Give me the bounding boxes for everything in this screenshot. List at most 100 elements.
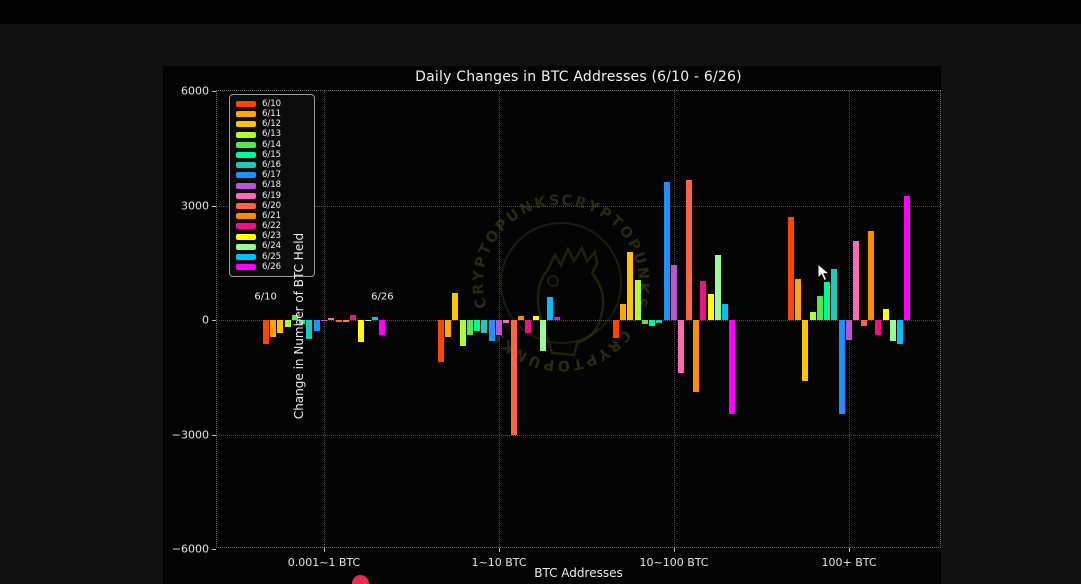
bar-6-25-cat2 xyxy=(722,303,729,320)
bar-6-11-cat2 xyxy=(619,303,626,320)
bar-6-23-cat1 xyxy=(532,316,539,320)
bar-6-24-cat0 xyxy=(364,320,371,322)
y-tick-mark xyxy=(212,91,216,92)
bar-6-12-cat3 xyxy=(802,320,809,382)
legend-item: 6/19 xyxy=(236,191,308,201)
plot-area: CRYPTOPUNKS · CRYPTOPUNKS · CRYPTOPUNKS … xyxy=(172,85,941,569)
legend-swatch xyxy=(236,182,256,189)
bar-6-18-cat2 xyxy=(671,265,677,320)
legend-swatch xyxy=(236,111,256,118)
legend-label: 6/14 xyxy=(262,139,282,150)
x-axis-title: BTC Addresses xyxy=(534,566,623,580)
bar-6-26-cat3 xyxy=(904,195,911,320)
legend-item: 6/23 xyxy=(236,231,308,241)
cryptopunks-watermark: CRYPTOPUNKS · CRYPTOPUNKS · CRYPTOPUNKS … xyxy=(431,153,649,373)
y-gridline xyxy=(217,205,940,207)
legend-label: 6/11 xyxy=(262,109,282,120)
bar-6-25-cat1 xyxy=(547,296,554,320)
bar-6-20-cat3 xyxy=(860,320,867,327)
legend-label: 6/21 xyxy=(262,210,282,221)
legend-item: 6/20 xyxy=(236,201,308,211)
legend-item: 6/10 xyxy=(236,99,308,109)
bar-6-26-cat2 xyxy=(729,320,736,415)
bar-6-19-cat2 xyxy=(678,320,685,374)
legend-swatch xyxy=(236,121,256,128)
legend-label: 6/25 xyxy=(262,251,282,262)
bar-6-18-cat1 xyxy=(496,320,502,335)
legend-label: 6/24 xyxy=(262,241,282,252)
y-tick-label: −3000 xyxy=(171,428,209,441)
x-gridline xyxy=(499,91,500,547)
legend-swatch xyxy=(236,131,256,138)
bar-6-17-cat1 xyxy=(488,320,495,341)
x-tick-label: 10~100 BTC xyxy=(639,556,709,569)
bar-6-16-cat3 xyxy=(831,268,838,320)
legend-item: 6/12 xyxy=(236,119,308,129)
legend-swatch xyxy=(236,233,256,240)
y-tick-label: 3000 xyxy=(181,199,209,212)
x-tick-mark xyxy=(849,548,850,552)
bar-6-15-cat0 xyxy=(299,320,306,324)
bar-6-17-cat3 xyxy=(838,320,845,414)
y-tick-mark xyxy=(212,320,216,321)
legend-item: 6/14 xyxy=(236,140,308,150)
bar-6-20-cat1 xyxy=(510,320,517,435)
legend-swatch xyxy=(236,253,256,260)
legend-item: 6/26 xyxy=(236,262,308,272)
x-tick-label: 1~10 BTC xyxy=(471,556,527,569)
legend-item: 6/16 xyxy=(236,160,308,170)
bar-6-21-cat2 xyxy=(692,320,699,393)
red-dot-indicator xyxy=(352,575,369,584)
legend-label: 6/10 xyxy=(262,98,282,109)
bar-6-18-cat0 xyxy=(321,320,327,322)
legend-swatch xyxy=(236,152,256,159)
legend-label: 6/16 xyxy=(262,159,282,170)
chart-title: Daily Changes in BTC Addresses (6/10 - 6… xyxy=(415,69,742,85)
bar-6-15-cat3 xyxy=(824,281,831,320)
y-tick-mark xyxy=(212,434,216,436)
bar-6-12-cat2 xyxy=(627,252,634,320)
legend-swatch xyxy=(236,213,256,220)
bar-6-11-cat1 xyxy=(444,320,451,338)
y-tick-label: 6000 xyxy=(181,84,209,98)
bar-6-10-cat3 xyxy=(787,216,794,320)
bar-date-annotation: 6/26 xyxy=(371,291,394,303)
bar-6-21-cat3 xyxy=(867,230,874,320)
x-tick-mark xyxy=(499,548,500,552)
bar-6-22-cat0 xyxy=(350,315,357,320)
x-gridline xyxy=(849,91,850,547)
bar-6-24-cat1 xyxy=(539,320,546,352)
bar-6-13-cat0 xyxy=(284,320,291,328)
bar-6-22-cat2 xyxy=(700,281,707,320)
legend-swatch xyxy=(236,264,256,271)
legend-swatch xyxy=(236,192,256,199)
bar-6-12-cat1 xyxy=(452,293,459,320)
bar-6-13-cat1 xyxy=(459,320,466,346)
y-tick-mark xyxy=(212,205,216,207)
legend-swatch xyxy=(236,172,256,179)
bar-6-10-cat2 xyxy=(612,320,619,338)
bar-6-23-cat3 xyxy=(882,308,889,320)
y-tick-mark xyxy=(212,549,216,550)
legend-item: 6/24 xyxy=(236,242,308,252)
bar-6-15-cat2 xyxy=(649,320,656,327)
legend-item: 6/21 xyxy=(236,211,308,221)
y-gridline xyxy=(217,320,940,321)
legend-label: 6/18 xyxy=(262,180,282,191)
bar-6-26-cat1 xyxy=(554,316,561,320)
x-tick-label: 0.001~1 BTC xyxy=(287,556,361,569)
legend-swatch xyxy=(236,162,256,169)
x-gridline xyxy=(324,91,325,547)
legend-swatch xyxy=(236,202,256,209)
legend-label: 6/23 xyxy=(262,231,282,242)
y-axis-title: Change in Number of BTC Held xyxy=(292,232,306,420)
legend-label: 6/13 xyxy=(262,129,282,140)
bar-6-21-cat0 xyxy=(342,320,349,323)
bar-6-19-cat0 xyxy=(328,318,335,320)
top-letterbox-strip xyxy=(0,0,1081,24)
legend-label: 6/22 xyxy=(262,221,282,232)
bar-6-10-cat0 xyxy=(262,320,269,344)
bar-6-22-cat1 xyxy=(525,320,532,334)
legend-item: 6/11 xyxy=(236,109,308,119)
